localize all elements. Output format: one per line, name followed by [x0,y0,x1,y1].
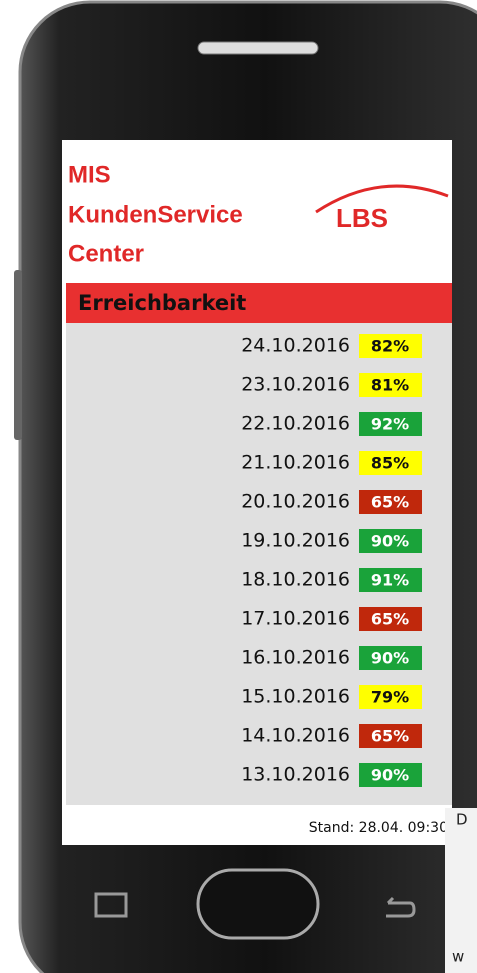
row-date: 22.10.2016 [241,413,350,435]
row-date: 20.10.2016 [241,491,350,513]
footer: Stand: 28.04. 09:30 [309,820,448,836]
row-rate: 81% [371,376,409,395]
speaker [198,42,318,54]
row-date: 17.10.2016 [241,608,350,630]
section-title: Erreichbarkeit [78,291,246,315]
row-date: 18.10.2016 [241,569,350,591]
row-date: 24.10.2016 [241,335,350,357]
overlay-text: D [456,811,468,829]
row-date: 15.10.2016 [241,686,350,708]
row-rate: 91% [371,571,409,590]
device: MIS KundenService Center LBS Erreichbark… [0,0,477,973]
title-line: MIS [68,161,111,188]
row-rate: 65% [371,727,409,746]
row-rate: 82% [371,337,409,356]
row-rate: 90% [371,766,409,785]
title-line: KundenService [68,201,243,228]
page: MIS KundenService Center LBS Erreichbark… [0,0,477,973]
row-date: 14.10.2016 [241,725,350,747]
row-rate: 85% [371,454,409,473]
logo: LBS [336,203,388,233]
row-rate: 90% [371,532,409,551]
row-rate: 65% [371,493,409,512]
row-date: 19.10.2016 [241,530,350,552]
row-rate: 65% [371,610,409,629]
row-date: 23.10.2016 [241,374,350,396]
row-date: 16.10.2016 [241,647,350,669]
row-date: 13.10.2016 [241,764,350,786]
row-rate: 92% [371,415,409,434]
row-rate: 79% [371,688,409,707]
home-button[interactable] [198,870,318,938]
overlay-text: w [452,948,464,966]
side-button [14,270,22,440]
row-date: 21.10.2016 [241,452,350,474]
row-rate: 90% [371,649,409,668]
title-line: Center [68,240,144,267]
